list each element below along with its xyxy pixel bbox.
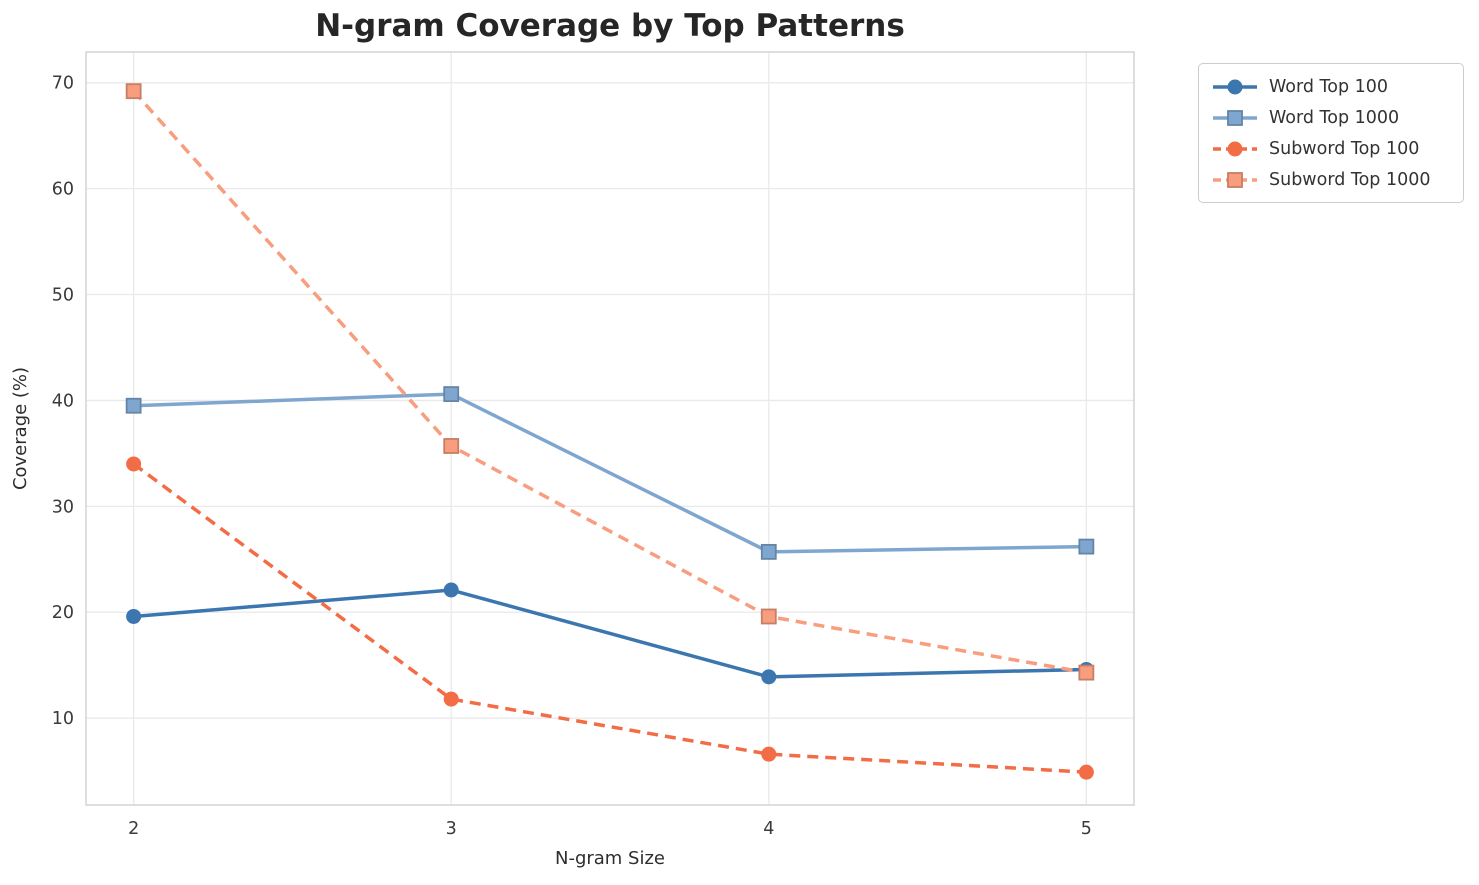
x-axis-label: N-gram Size [555,848,665,869]
legend-sample-circle-icon [1213,79,1257,94]
legend-sample-square-icon [1213,109,1257,126]
x-tick-label: 2 [128,819,139,839]
data-point-word-top-100 [126,608,142,624]
plot-border [85,51,1135,806]
data-point-subword-top-1000 [1078,664,1095,681]
x-tick-label: 3 [446,819,457,839]
legend-sample-square-icon [1213,171,1257,188]
data-point-subword-top-1000 [760,608,777,625]
legend-label: Subword Top 1000 [1269,169,1431,190]
legend-item-subword-top-100: Subword Top 100 [1211,135,1451,162]
y-tick-label: 40 [52,391,74,411]
data-point-word-top-1000 [1078,538,1095,555]
data-point-subword-top-100 [126,456,142,472]
x-tick-label: 4 [763,819,774,839]
legend-label: Word Top 1000 [1269,107,1400,128]
legend-label: Subword Top 100 [1269,138,1420,159]
y-tick-label: 10 [52,709,74,729]
legend-item-word-top-1000: Word Top 1000 [1211,104,1451,131]
legend-box: Word Top 100 Word Top 1000 Subword Top 100… [1198,63,1464,203]
legend-item-subword-top-1000: Subword Top 1000 [1211,166,1451,193]
legend-item-word-top-100: Word Top 100 [1211,73,1451,100]
y-tick-label: 60 [52,180,74,200]
data-point-word-top-100 [443,582,459,598]
data-point-word-top-100 [761,669,777,685]
series-line-word-top-100 [133,588,1087,679]
data-point-word-top-1000 [125,397,142,414]
legend-sample-circle-icon [1213,141,1257,156]
series-line-subword-top-1000 [132,90,1087,675]
x-tick-label: 5 [1081,819,1092,839]
legend-label: Word Top 100 [1269,76,1389,97]
y-tick-label: 30 [52,497,74,517]
series-line-word-top-1000 [133,392,1087,554]
y-tick-label: 20 [52,603,74,623]
y-tick-label: 50 [52,286,74,306]
chart-title: N-gram Coverage by Top Patterns [315,8,905,44]
data-point-word-top-1000 [443,386,460,402]
data-point-subword-top-1000 [125,83,142,100]
data-point-subword-top-1000 [443,438,460,454]
y-tick-label: 70 [52,74,74,94]
data-point-word-top-1000 [760,543,777,560]
series-line-subword-top-100 [132,462,1087,774]
y-axis-label: Coverage (%) [10,367,31,490]
data-point-subword-top-100 [1078,764,1094,780]
data-point-subword-top-100 [761,746,777,762]
data-point-subword-top-100 [443,691,459,707]
